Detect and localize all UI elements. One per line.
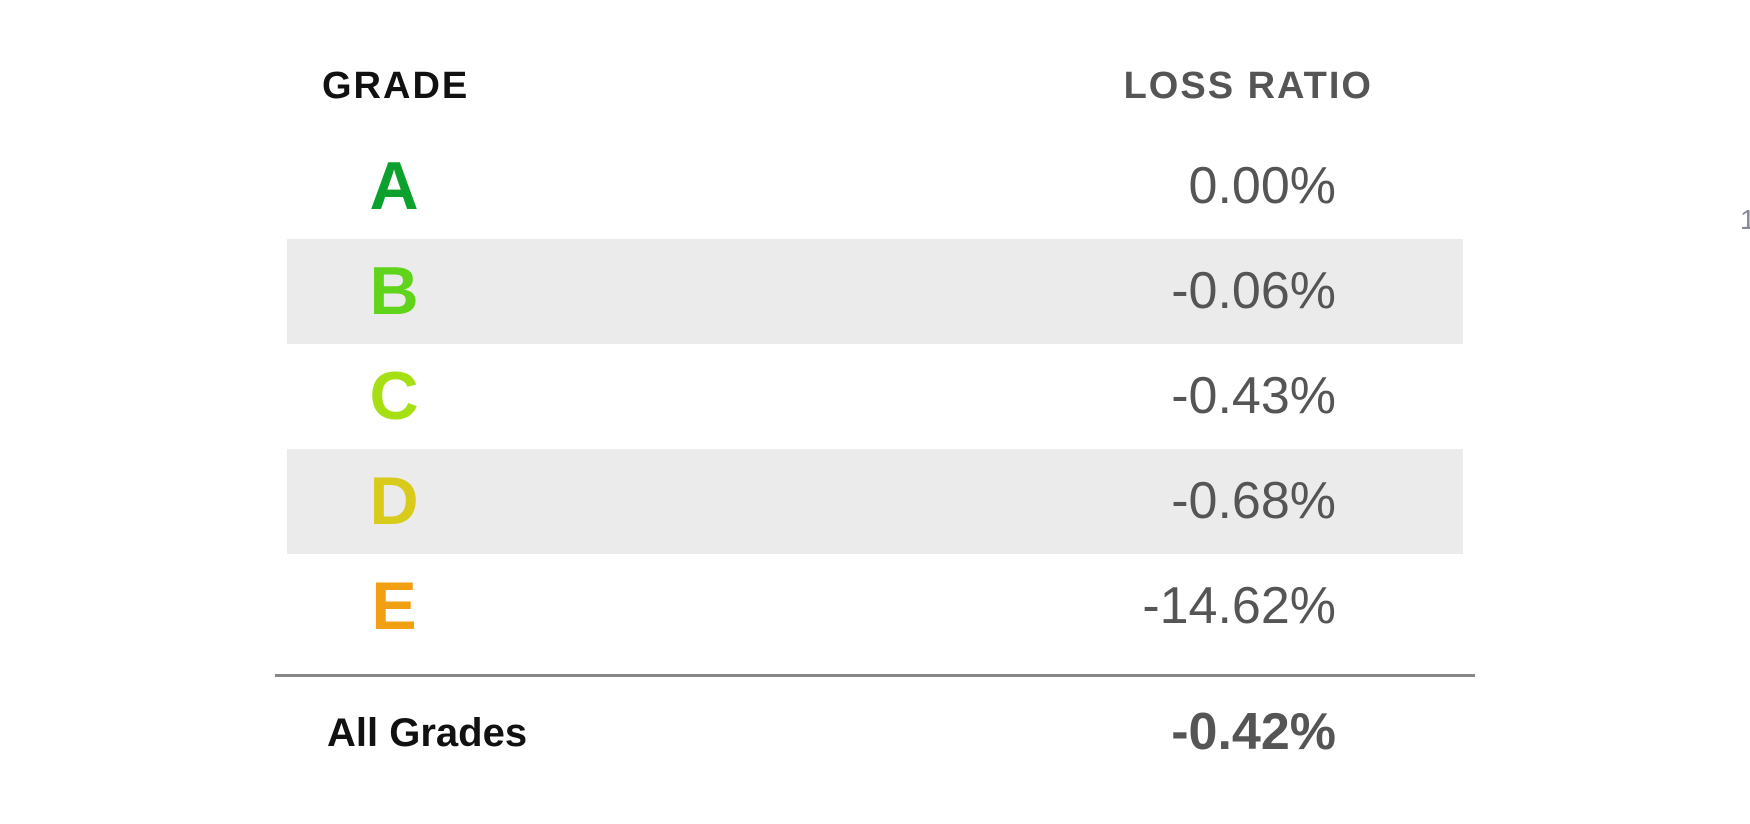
- loss-ratio-value: -0.68%: [1171, 472, 1336, 530]
- table-row: D -0.68%: [287, 449, 1463, 554]
- grade-letter: D: [369, 463, 419, 539]
- loss-ratio-value: 0.00%: [1188, 157, 1336, 215]
- loss-ratio-value: -0.06%: [1171, 262, 1336, 320]
- column-header: GRADE: [322, 65, 470, 107]
- total-label: All Grades: [327, 711, 528, 755]
- total-value: -0.42%: [1171, 703, 1336, 761]
- loss-ratio-value: -14.62%: [1142, 577, 1336, 635]
- divider: [275, 674, 1475, 677]
- grade-letter: E: [371, 568, 417, 644]
- table-row: E -14.62%: [287, 554, 1463, 659]
- edge-text: 1: [1740, 204, 1750, 235]
- table-row: B -0.06%: [287, 239, 1463, 344]
- grade-letter: B: [369, 253, 419, 329]
- table-row: C -0.43%: [287, 344, 1463, 449]
- table-row: A 0.00%: [287, 134, 1463, 239]
- grade-letter: A: [369, 148, 419, 224]
- column-header: LOSS RATIO: [1123, 65, 1373, 107]
- grade-letter: C: [369, 358, 419, 434]
- loss-ratio-value: -0.43%: [1171, 367, 1336, 425]
